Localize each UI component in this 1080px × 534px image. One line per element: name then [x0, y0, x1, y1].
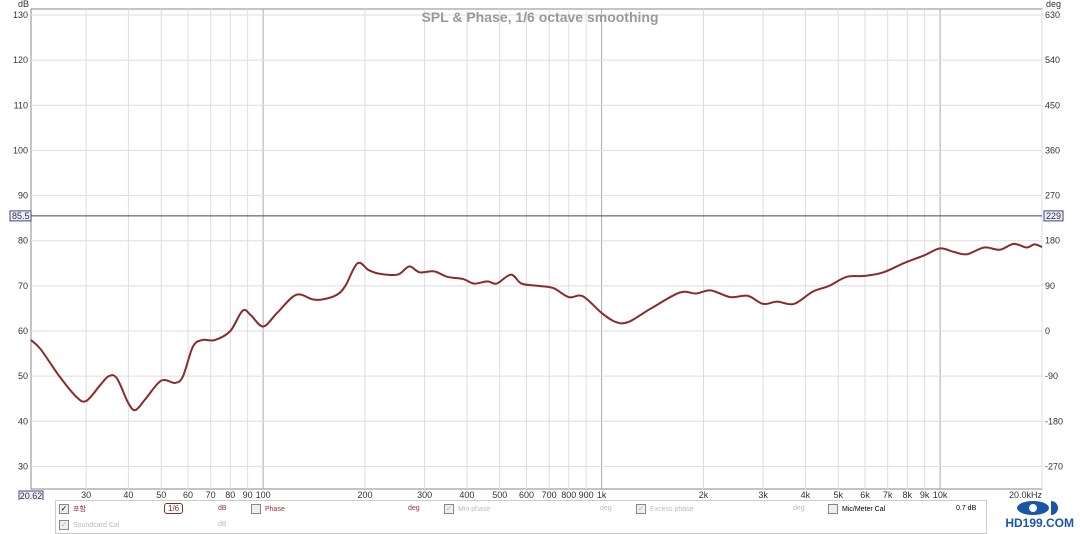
unit-label: deg [408, 505, 420, 512]
x-tick-label: 90 [243, 490, 253, 500]
chart-title: SPL & Phase, 1/6 octave smoothing [421, 9, 658, 25]
x-tick-label: 600 [519, 490, 534, 500]
y-tick-label: 120 [13, 55, 28, 65]
x-tick-label: 30 [81, 490, 91, 500]
x-tick-label: 8k [903, 490, 913, 500]
smoothing-badge[interactable]: 1/6 [164, 503, 184, 514]
x-tick-label: 5k [833, 490, 843, 500]
unit-label: dB [218, 505, 227, 512]
checkbox-icon[interactable] [828, 504, 838, 514]
y-tick-label: 110 [14, 100, 28, 110]
y-tick-label: 90 [18, 191, 28, 201]
x-tick-label: 500 [492, 490, 507, 500]
y2-tick-label: -90 [1045, 371, 1058, 381]
x-start-box [18, 490, 44, 500]
x-tick-label: 1k [597, 490, 607, 500]
spl-series-line [30, 242, 1043, 412]
checkbox-checked-icon[interactable]: ✓ [59, 504, 69, 514]
y2-tick-label: 90 [1045, 281, 1055, 291]
y-tick-label: 40 [18, 416, 28, 426]
checkbox-checked-icon[interactable]: ✓ [444, 504, 454, 514]
y-tick-label: 100 [13, 145, 28, 155]
y2-tick-label: 630 [1045, 10, 1060, 20]
x-tick-label: 300 [417, 490, 432, 500]
checkbox-checked-icon[interactable]: ✓ [636, 504, 646, 514]
x-tick-label: 4k [801, 490, 811, 500]
mic-cal-toggle[interactable]: Mic/Meter Cal [828, 504, 885, 514]
hd199-logo: HD199.COM [1005, 500, 1074, 530]
x-tick-label: 20.0kHz [1009, 490, 1043, 500]
x-tick-label: 100 [256, 490, 271, 500]
y-tick-label: 80 [18, 236, 28, 246]
y2-tick-label: -270 [1045, 461, 1063, 471]
cursor-deg-box [1043, 210, 1064, 222]
cursor-db-label: 85.5 [12, 211, 30, 221]
spl-chart: 1301201101009080706050403063054045036027… [9, 0, 1064, 500]
excess-phase-toggle[interactable]: ✓ Excess phase [636, 504, 694, 514]
y2-axis-unit: deg [1046, 0, 1061, 9]
x-tick-label: 60 [183, 490, 193, 500]
y-tick-label: 50 [18, 371, 28, 381]
x-tick-label: 7k [883, 490, 893, 500]
x-tick-label: 40 [123, 490, 133, 500]
x-tick-label: 200 [357, 490, 372, 500]
y2-tick-label: 180 [1045, 236, 1060, 246]
y-tick-label: 60 [18, 326, 28, 336]
soundcard-cal-toggle[interactable]: ✓ Soundcard Cal [59, 520, 120, 530]
plot-area [30, 8, 1043, 490]
y2-tick-label: 270 [1045, 191, 1060, 201]
x-tick-label: 3k [758, 490, 768, 500]
y2-tick-label: 540 [1045, 55, 1060, 65]
y-tick-label: 30 [18, 461, 28, 471]
cursor-db-box [9, 210, 32, 222]
x-start-label: 20.62 [20, 491, 43, 500]
eye-logo-icon [1016, 501, 1058, 515]
x-tick-label: 900 [579, 490, 594, 500]
x-tick-label: 700 [542, 490, 557, 500]
y2-tick-label: 450 [1045, 100, 1060, 110]
checkbox-checked-icon[interactable]: ✓ [59, 520, 69, 530]
legend-panel: ✓ 포함 1/6 dB Phase deg ✓ Min phase deg ✓ Exc… [55, 500, 987, 534]
y2-tick-label: 0 [1045, 326, 1050, 336]
x-tick-label: 400 [459, 490, 474, 500]
offset-value: 0.7 dB [956, 505, 977, 512]
y2-tick-label: -180 [1045, 416, 1063, 426]
x-tick-label: 6k [860, 490, 870, 500]
unit-label: deg [600, 505, 612, 512]
unit-label: dB [218, 521, 227, 528]
x-tick-label: 10k [933, 490, 948, 500]
y-axis-unit: dB [18, 0, 29, 9]
unit-label: deg [793, 505, 805, 512]
phase-toggle[interactable]: Phase [251, 504, 285, 514]
x-tick-label: 9k [920, 490, 930, 500]
x-tick-label: 800 [561, 490, 576, 500]
x-tick-label: 70 [206, 490, 216, 500]
cursor-deg-label: 229 [1046, 211, 1061, 221]
y-tick-label: 70 [18, 281, 28, 291]
min-phase-toggle[interactable]: ✓ Min phase [444, 504, 491, 514]
y2-tick-label: 360 [1045, 145, 1060, 155]
checkbox-icon[interactable] [251, 504, 261, 514]
spl-trace-toggle[interactable]: ✓ 포함 [59, 504, 86, 514]
x-tick-label: 80 [225, 490, 235, 500]
x-tick-label: 2k [699, 490, 709, 500]
x-tick-label: 50 [156, 490, 166, 500]
y-tick-label: 130 [13, 10, 28, 20]
